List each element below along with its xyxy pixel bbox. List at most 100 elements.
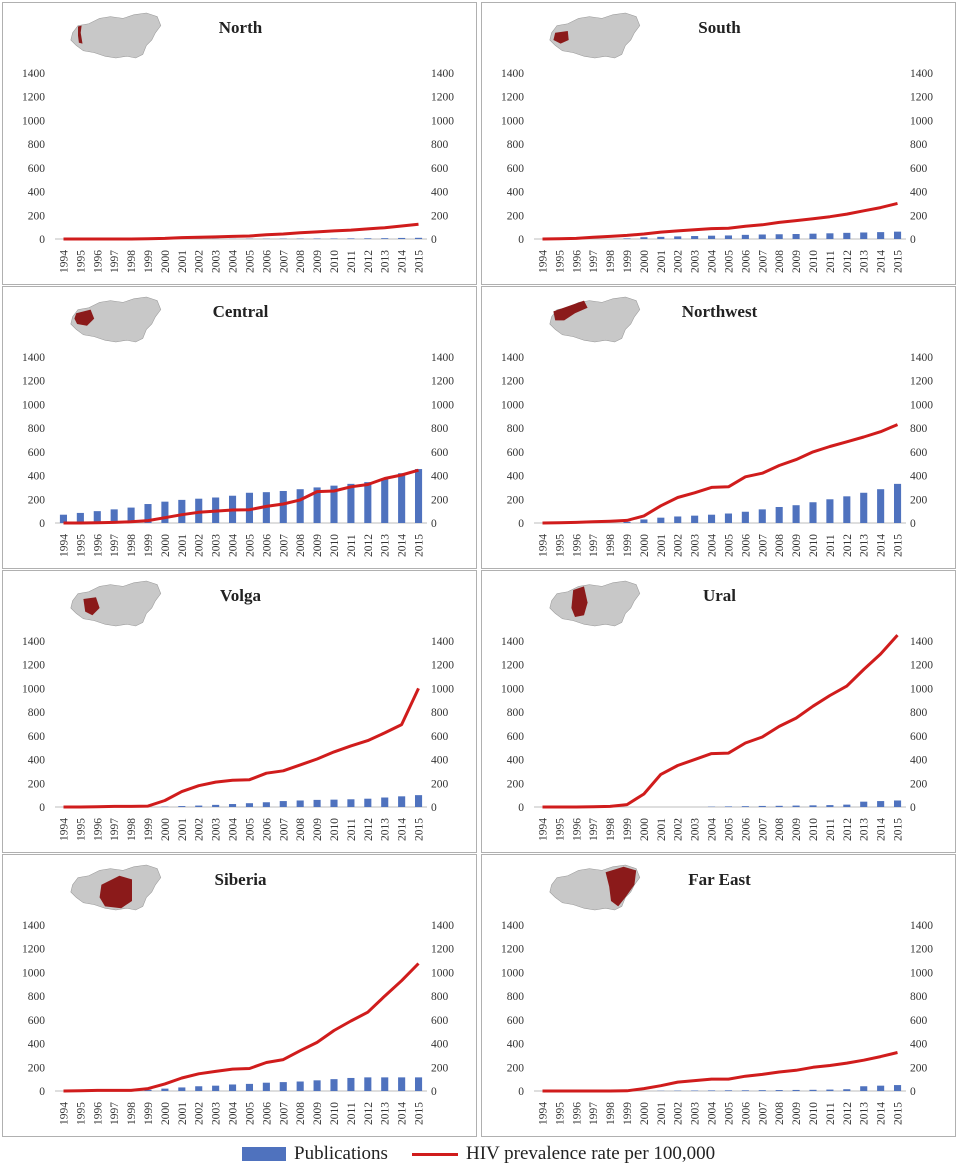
x-tick-label: 1998 bbox=[605, 1102, 617, 1125]
bar-publications bbox=[262, 802, 270, 807]
x-tick-label: 2007 bbox=[278, 534, 290, 557]
map-highlight-central bbox=[74, 309, 95, 326]
bar-publications bbox=[245, 803, 254, 807]
x-tick-label: 1995 bbox=[554, 534, 566, 557]
legend-swatch-publications bbox=[242, 1147, 286, 1161]
map-highlight-volga bbox=[83, 597, 100, 616]
x-tick-label: 2004 bbox=[228, 818, 240, 841]
map-highlight-north bbox=[78, 25, 83, 44]
x-tick-label: 2011 bbox=[825, 1102, 837, 1125]
bar-publications bbox=[279, 1082, 287, 1091]
y-tick-right: 400 bbox=[910, 187, 928, 199]
x-tick-label: 2000 bbox=[639, 250, 651, 273]
bar-publications bbox=[313, 1080, 321, 1091]
x-tick-label: 1998 bbox=[605, 250, 617, 273]
legend-label-hiv: HIV prevalence rate per 100,000 bbox=[466, 1143, 716, 1164]
y-tick-right: 800 bbox=[910, 707, 928, 719]
region-map-icon bbox=[549, 12, 641, 59]
bar-publications bbox=[364, 798, 372, 807]
x-tick-label: 2005 bbox=[244, 250, 256, 273]
bar-publications bbox=[741, 511, 749, 523]
map-highlight-far-east bbox=[605, 866, 637, 907]
y-tick-right: 400 bbox=[910, 755, 928, 767]
bar-publications bbox=[674, 236, 682, 239]
x-tick-label: 2008 bbox=[295, 534, 307, 557]
x-tick-label: 2000 bbox=[160, 250, 172, 273]
y-tick-right: 1200 bbox=[431, 944, 454, 956]
y-tick-left: 200 bbox=[28, 210, 46, 222]
y-tick-right: 0 bbox=[910, 802, 916, 814]
x-tick-label: 2008 bbox=[774, 1102, 786, 1125]
x-tick-label: 2007 bbox=[757, 1102, 769, 1125]
x-tick-label: 1999 bbox=[622, 1102, 634, 1125]
x-tick-label: 2010 bbox=[329, 534, 341, 557]
region-map-icon bbox=[70, 296, 162, 343]
y-tick-right: 1400 bbox=[910, 352, 933, 364]
bar-publications bbox=[707, 235, 716, 239]
y-tick-left: 800 bbox=[28, 707, 46, 719]
bar-publications bbox=[296, 1081, 304, 1091]
y-tick-left: 800 bbox=[28, 139, 46, 151]
x-tick-label: 2011 bbox=[825, 534, 837, 557]
y-tick-right: 0 bbox=[431, 518, 437, 530]
x-tick-label: 2009 bbox=[312, 534, 324, 557]
y-tick-right: 600 bbox=[431, 731, 449, 743]
bar-publications bbox=[347, 799, 355, 807]
bar-publications bbox=[262, 1082, 270, 1091]
region-map-icon bbox=[549, 580, 641, 627]
bar-publications bbox=[792, 1089, 800, 1091]
y-tick-right: 1400 bbox=[431, 636, 454, 648]
map-land bbox=[549, 12, 641, 59]
y-tick-left: 800 bbox=[507, 991, 525, 1003]
line-hiv-prevalence bbox=[542, 201, 898, 241]
y-tick-right: 200 bbox=[431, 494, 449, 506]
x-tick-label: 2004 bbox=[228, 250, 240, 273]
y-tick-right: 600 bbox=[910, 163, 928, 175]
chart-panel-volga: Volga 0 0 200 200 400 400 600 600 800 800 1000 1000 1… bbox=[2, 570, 477, 853]
x-tick-label: 2014 bbox=[876, 818, 888, 841]
y-tick-left: 1200 bbox=[501, 944, 524, 956]
y-tick-left: 1000 bbox=[22, 683, 45, 695]
bar-publications bbox=[775, 805, 783, 807]
y-tick-left: 400 bbox=[507, 187, 525, 199]
bar-publications bbox=[127, 507, 135, 523]
bar-publications bbox=[775, 234, 783, 239]
x-tick-label: 2001 bbox=[177, 250, 189, 273]
bar-publications bbox=[414, 1077, 423, 1091]
bar-publications bbox=[724, 1090, 733, 1091]
x-tick-label: 2003 bbox=[690, 534, 702, 557]
y-tick-left: 600 bbox=[28, 1015, 46, 1027]
x-tick-label: 2001 bbox=[656, 250, 668, 273]
bar-publications bbox=[674, 516, 682, 523]
bar-publications bbox=[691, 515, 699, 523]
chart-panel-south: South 0 0 200 200 400 400 600 600 800 800 1000 1000 1… bbox=[481, 2, 956, 285]
x-tick-label: 2003 bbox=[211, 1102, 223, 1125]
bar-publications bbox=[398, 796, 406, 807]
x-tick-label: 2004 bbox=[707, 250, 719, 273]
bar-publications bbox=[758, 1090, 766, 1091]
x-tick-label: 2002 bbox=[194, 250, 206, 273]
bar-publications bbox=[93, 511, 101, 523]
legend-label-publications: Publications bbox=[294, 1143, 388, 1164]
x-tick-label: 2009 bbox=[791, 534, 803, 557]
y-tick-right: 1200 bbox=[910, 944, 933, 956]
y-tick-left: 600 bbox=[507, 731, 525, 743]
x-tick-label: 2012 bbox=[363, 818, 375, 841]
y-tick-right: 400 bbox=[431, 1039, 449, 1051]
bar-publications bbox=[414, 237, 423, 239]
bar-publications bbox=[707, 1090, 716, 1091]
bar-publications bbox=[741, 806, 749, 807]
x-tick-label: 1999 bbox=[622, 534, 634, 557]
bar-publications bbox=[296, 489, 304, 523]
chart-panel-central: Central 0 0 200 200 400 400 600 600 800 800 1000 100… bbox=[2, 286, 477, 569]
bar-publications bbox=[76, 512, 84, 523]
bar-publications bbox=[860, 232, 868, 239]
map-land bbox=[70, 296, 162, 343]
x-tick-label: 2014 bbox=[876, 1102, 888, 1125]
x-tick-label: 2014 bbox=[397, 250, 409, 273]
bar-publications bbox=[398, 1077, 406, 1091]
chart-svg-far-east: Far East 0 0 200 200 400 400 600 600 800 800 1000 10… bbox=[501, 864, 933, 1125]
y-tick-right: 0 bbox=[910, 234, 916, 246]
bar-publications bbox=[893, 800, 902, 807]
y-tick-right: 600 bbox=[910, 1015, 928, 1027]
